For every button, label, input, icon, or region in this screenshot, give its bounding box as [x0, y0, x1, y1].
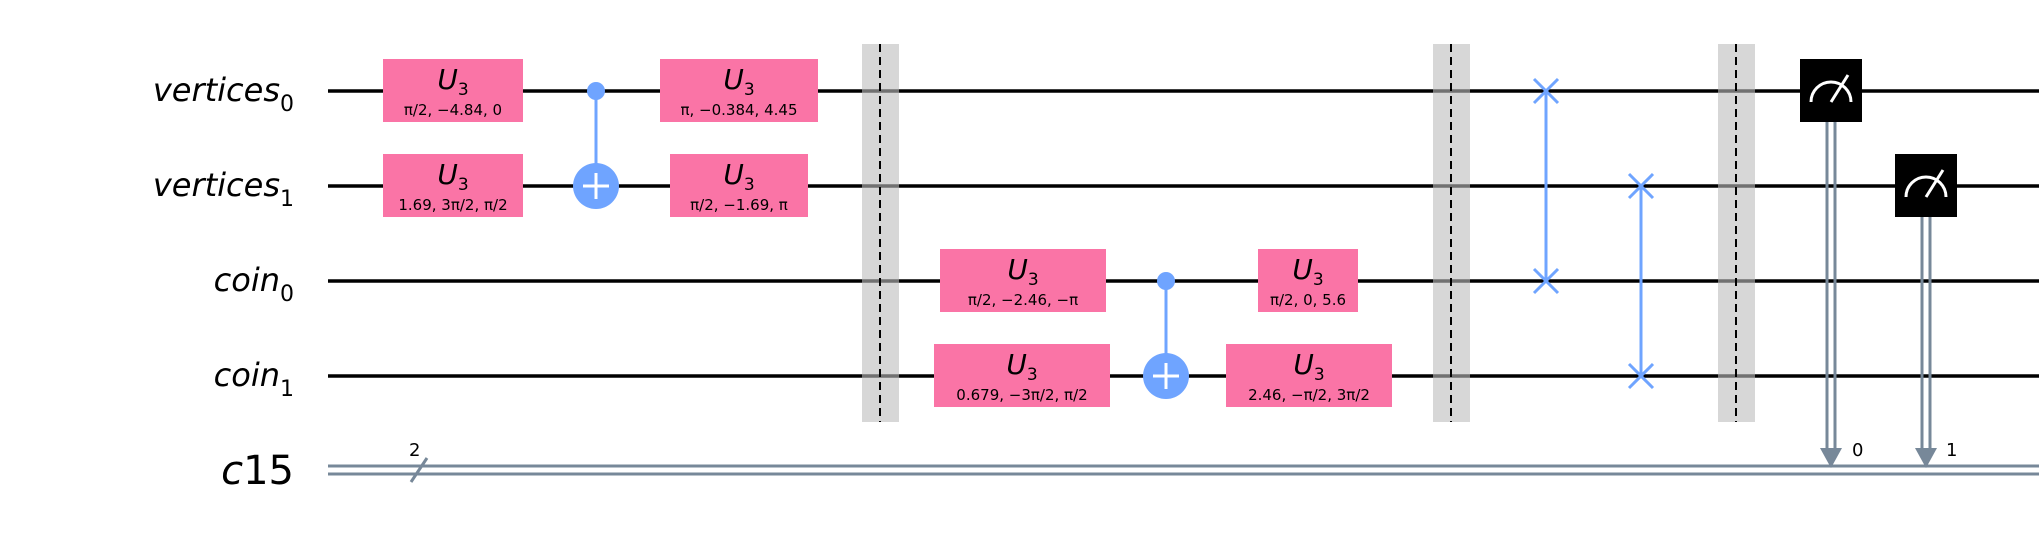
svg-text:U3: U3 — [723, 63, 754, 100]
svg-text:2.46, −π/2, 3π/2: 2.46, −π/2, 3π/2 — [1248, 386, 1370, 404]
control-dot — [1157, 272, 1175, 290]
swap-cross-icon — [1532, 77, 1560, 105]
measure-gate: 1 — [1895, 154, 1957, 468]
classical-register-label: c15 — [221, 448, 294, 494]
svg-text:U3: U3 — [1007, 253, 1038, 290]
svg-text:π/2, −2.46, −π: π/2, −2.46, −π — [968, 291, 1078, 309]
qubit-label-vertices-1: vertices1 — [153, 166, 294, 212]
svg-text:0.679, −3π/2, π/2: 0.679, −3π/2, π/2 — [956, 386, 1087, 404]
classical-width-label: 2 — [409, 440, 420, 461]
qubit-label-vertices-0: vertices0 — [153, 71, 294, 117]
u3-gate: U3 π, −0.384, 4.45 — [660, 59, 818, 122]
u3-gate: U3 π/2, −4.84, 0 — [383, 59, 523, 122]
barrier — [1718, 44, 1755, 422]
u3-gate: U3 1.69, 3π/2, π/2 — [383, 154, 523, 217]
measure-gate: 0 — [1800, 59, 1863, 468]
cx-gate — [1143, 272, 1189, 399]
svg-text:π/2, 0, 5.6: π/2, 0, 5.6 — [1270, 291, 1346, 309]
svg-text:U3: U3 — [723, 158, 754, 195]
svg-text:π, −0.384, 4.45: π, −0.384, 4.45 — [680, 101, 797, 119]
qubit-label-coin-1: coin1 — [214, 356, 294, 402]
meter-icon — [1809, 74, 1853, 103]
qubit-label-coin-0: coin0 — [214, 261, 294, 307]
svg-text:U3: U3 — [437, 63, 468, 100]
svg-text:U3: U3 — [1006, 348, 1037, 385]
meter-icon — [1904, 169, 1948, 198]
svg-text:U3: U3 — [1292, 253, 1323, 290]
cx-gate — [573, 82, 619, 209]
swap-cross-icon — [1532, 267, 1560, 295]
measure-bit-label: 0 — [1852, 440, 1863, 461]
barrier — [862, 44, 899, 422]
u3-gate: U3 2.46, −π/2, 3π/2 — [1226, 344, 1392, 407]
u3-gate: U3 π/2, −1.69, π — [670, 154, 808, 217]
svg-text:π/2, −4.84, 0: π/2, −4.84, 0 — [404, 101, 502, 119]
barrier — [1433, 44, 1470, 422]
u3-gate: U3 0.679, −3π/2, π/2 — [934, 344, 1110, 407]
classical-wire — [328, 464, 2039, 476]
swap-gate — [1627, 172, 1655, 390]
swap-cross-icon — [1627, 362, 1655, 390]
swap-cross-icon — [1627, 172, 1655, 200]
swap-gate — [1532, 77, 1560, 295]
svg-text:1.69, 3π/2, π/2: 1.69, 3π/2, π/2 — [398, 196, 507, 214]
classical-width-slash — [409, 457, 429, 483]
svg-text:U3: U3 — [1293, 348, 1324, 385]
u3-gate: U3 π/2, 0, 5.6 — [1258, 249, 1358, 312]
measure-bit-label: 1 — [1946, 440, 1957, 461]
control-dot — [587, 82, 605, 100]
svg-text:π/2, −1.69, π: π/2, −1.69, π — [690, 196, 788, 214]
u3-gate: U3 π/2, −2.46, −π — [940, 249, 1106, 312]
svg-text:U3: U3 — [437, 158, 468, 195]
